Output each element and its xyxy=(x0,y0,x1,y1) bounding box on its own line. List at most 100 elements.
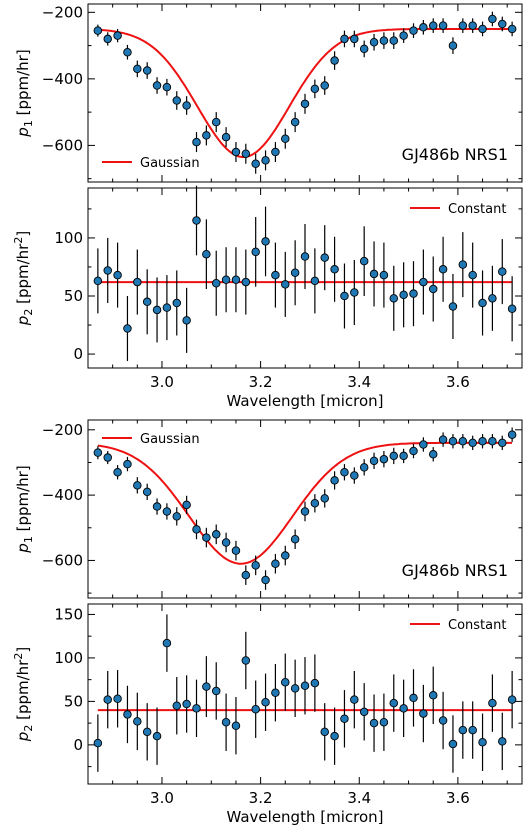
data-point xyxy=(428,450,438,459)
y-axis-label-symbol: p xyxy=(14,316,32,327)
data-point xyxy=(211,278,221,288)
y-axis-label-subscript: 1 xyxy=(22,536,35,543)
data-point xyxy=(123,47,132,57)
data-point xyxy=(162,638,172,648)
data-point xyxy=(152,305,162,315)
y-tick-label: 50 xyxy=(64,287,83,305)
data-point xyxy=(93,276,103,286)
y-axis-label: p2 [ppm/hr2] xyxy=(12,231,35,326)
data-point xyxy=(290,268,300,278)
data-point xyxy=(350,471,359,480)
data-point xyxy=(251,561,260,570)
y-tick-label: −200 xyxy=(42,3,83,21)
data-point xyxy=(320,81,329,90)
data-point xyxy=(300,681,310,690)
data-point xyxy=(458,21,468,30)
data-point xyxy=(409,693,418,703)
data-point xyxy=(488,698,497,708)
data-point xyxy=(310,499,320,508)
y-axis-label-superscript: 2 xyxy=(12,237,25,244)
data-point xyxy=(113,468,122,477)
data-point xyxy=(202,682,211,691)
data-point xyxy=(221,718,231,727)
data-point xyxy=(93,448,103,457)
y-axis-label-subscript: 2 xyxy=(22,309,35,316)
data-point xyxy=(399,451,408,461)
data-point xyxy=(300,507,310,516)
data-point xyxy=(221,275,231,284)
data-point xyxy=(320,727,329,737)
data-point xyxy=(478,298,487,308)
data-point xyxy=(93,26,103,35)
y-axis-label-unit: [ppm/hr] xyxy=(14,465,32,536)
data-point xyxy=(241,277,251,287)
data-point xyxy=(419,23,428,32)
data-point xyxy=(330,265,339,274)
data-point xyxy=(93,738,103,748)
y-axis-label-close: ] xyxy=(14,647,32,653)
data-point xyxy=(478,738,487,747)
data-point xyxy=(261,156,270,165)
data-point xyxy=(241,656,251,665)
data-point xyxy=(478,24,487,34)
y-tick-label: −600 xyxy=(42,551,83,569)
y-axis-label-unit: [ppm/hr] xyxy=(14,49,32,120)
data-point xyxy=(281,134,290,143)
data-point xyxy=(271,688,280,697)
data-point xyxy=(152,502,162,511)
data-point xyxy=(290,117,300,127)
data-point xyxy=(251,247,260,257)
y-axis-label-symbol: p xyxy=(14,127,32,138)
data-point xyxy=(419,440,428,449)
data-point xyxy=(458,725,468,735)
chart-panel-2: 3.0 3.2 3.4 3.6 Wavelength [micron] 0 50 100 p2 … xyxy=(12,185,523,410)
data-point xyxy=(142,487,152,497)
x-tick-label: 3.6 xyxy=(446,373,470,391)
data-point xyxy=(113,31,122,40)
data-point xyxy=(468,725,477,735)
data-point xyxy=(142,66,152,75)
data-point xyxy=(488,14,497,24)
data-point xyxy=(468,270,477,280)
data-point xyxy=(290,534,300,544)
data-point xyxy=(458,260,468,269)
data-point xyxy=(202,249,211,259)
data-point xyxy=(241,149,251,158)
y-axis-label-unit: [ppm/hr xyxy=(14,243,32,309)
data-point xyxy=(498,438,507,448)
data-point xyxy=(103,695,112,704)
data-point xyxy=(448,739,458,749)
x-tick-label: 3.2 xyxy=(249,373,273,391)
data-point xyxy=(162,507,172,516)
data-point xyxy=(221,538,231,547)
data-point xyxy=(103,34,112,44)
data-point xyxy=(428,284,438,294)
data-point xyxy=(172,701,182,710)
legend-label: Constant xyxy=(448,618,506,633)
data-point xyxy=(211,686,221,696)
plot-frame xyxy=(87,603,523,785)
data-point xyxy=(142,727,152,737)
plot-frame xyxy=(87,3,523,183)
data-point xyxy=(419,709,428,718)
data-point xyxy=(419,277,428,287)
data-point xyxy=(379,454,389,464)
data-point xyxy=(192,525,201,534)
y-tick-label: 100 xyxy=(54,649,83,667)
data-point xyxy=(241,570,251,580)
data-point xyxy=(261,575,270,585)
data-point xyxy=(182,699,191,709)
y-axis-label: p1 [ppm/hr] xyxy=(14,49,35,137)
y-axis-label-unit: [ppm/hr xyxy=(14,659,32,725)
data-point xyxy=(330,476,339,485)
data-point xyxy=(152,81,162,90)
data-point xyxy=(359,463,369,472)
y-tick-label: 100 xyxy=(54,229,83,247)
legend-label: Constant xyxy=(448,202,506,217)
data-point xyxy=(359,44,369,54)
data-point xyxy=(458,436,468,446)
plot-frame xyxy=(87,419,523,599)
x-tick-label: 3.0 xyxy=(150,373,174,391)
data-point xyxy=(350,34,359,44)
data-point xyxy=(152,731,162,741)
